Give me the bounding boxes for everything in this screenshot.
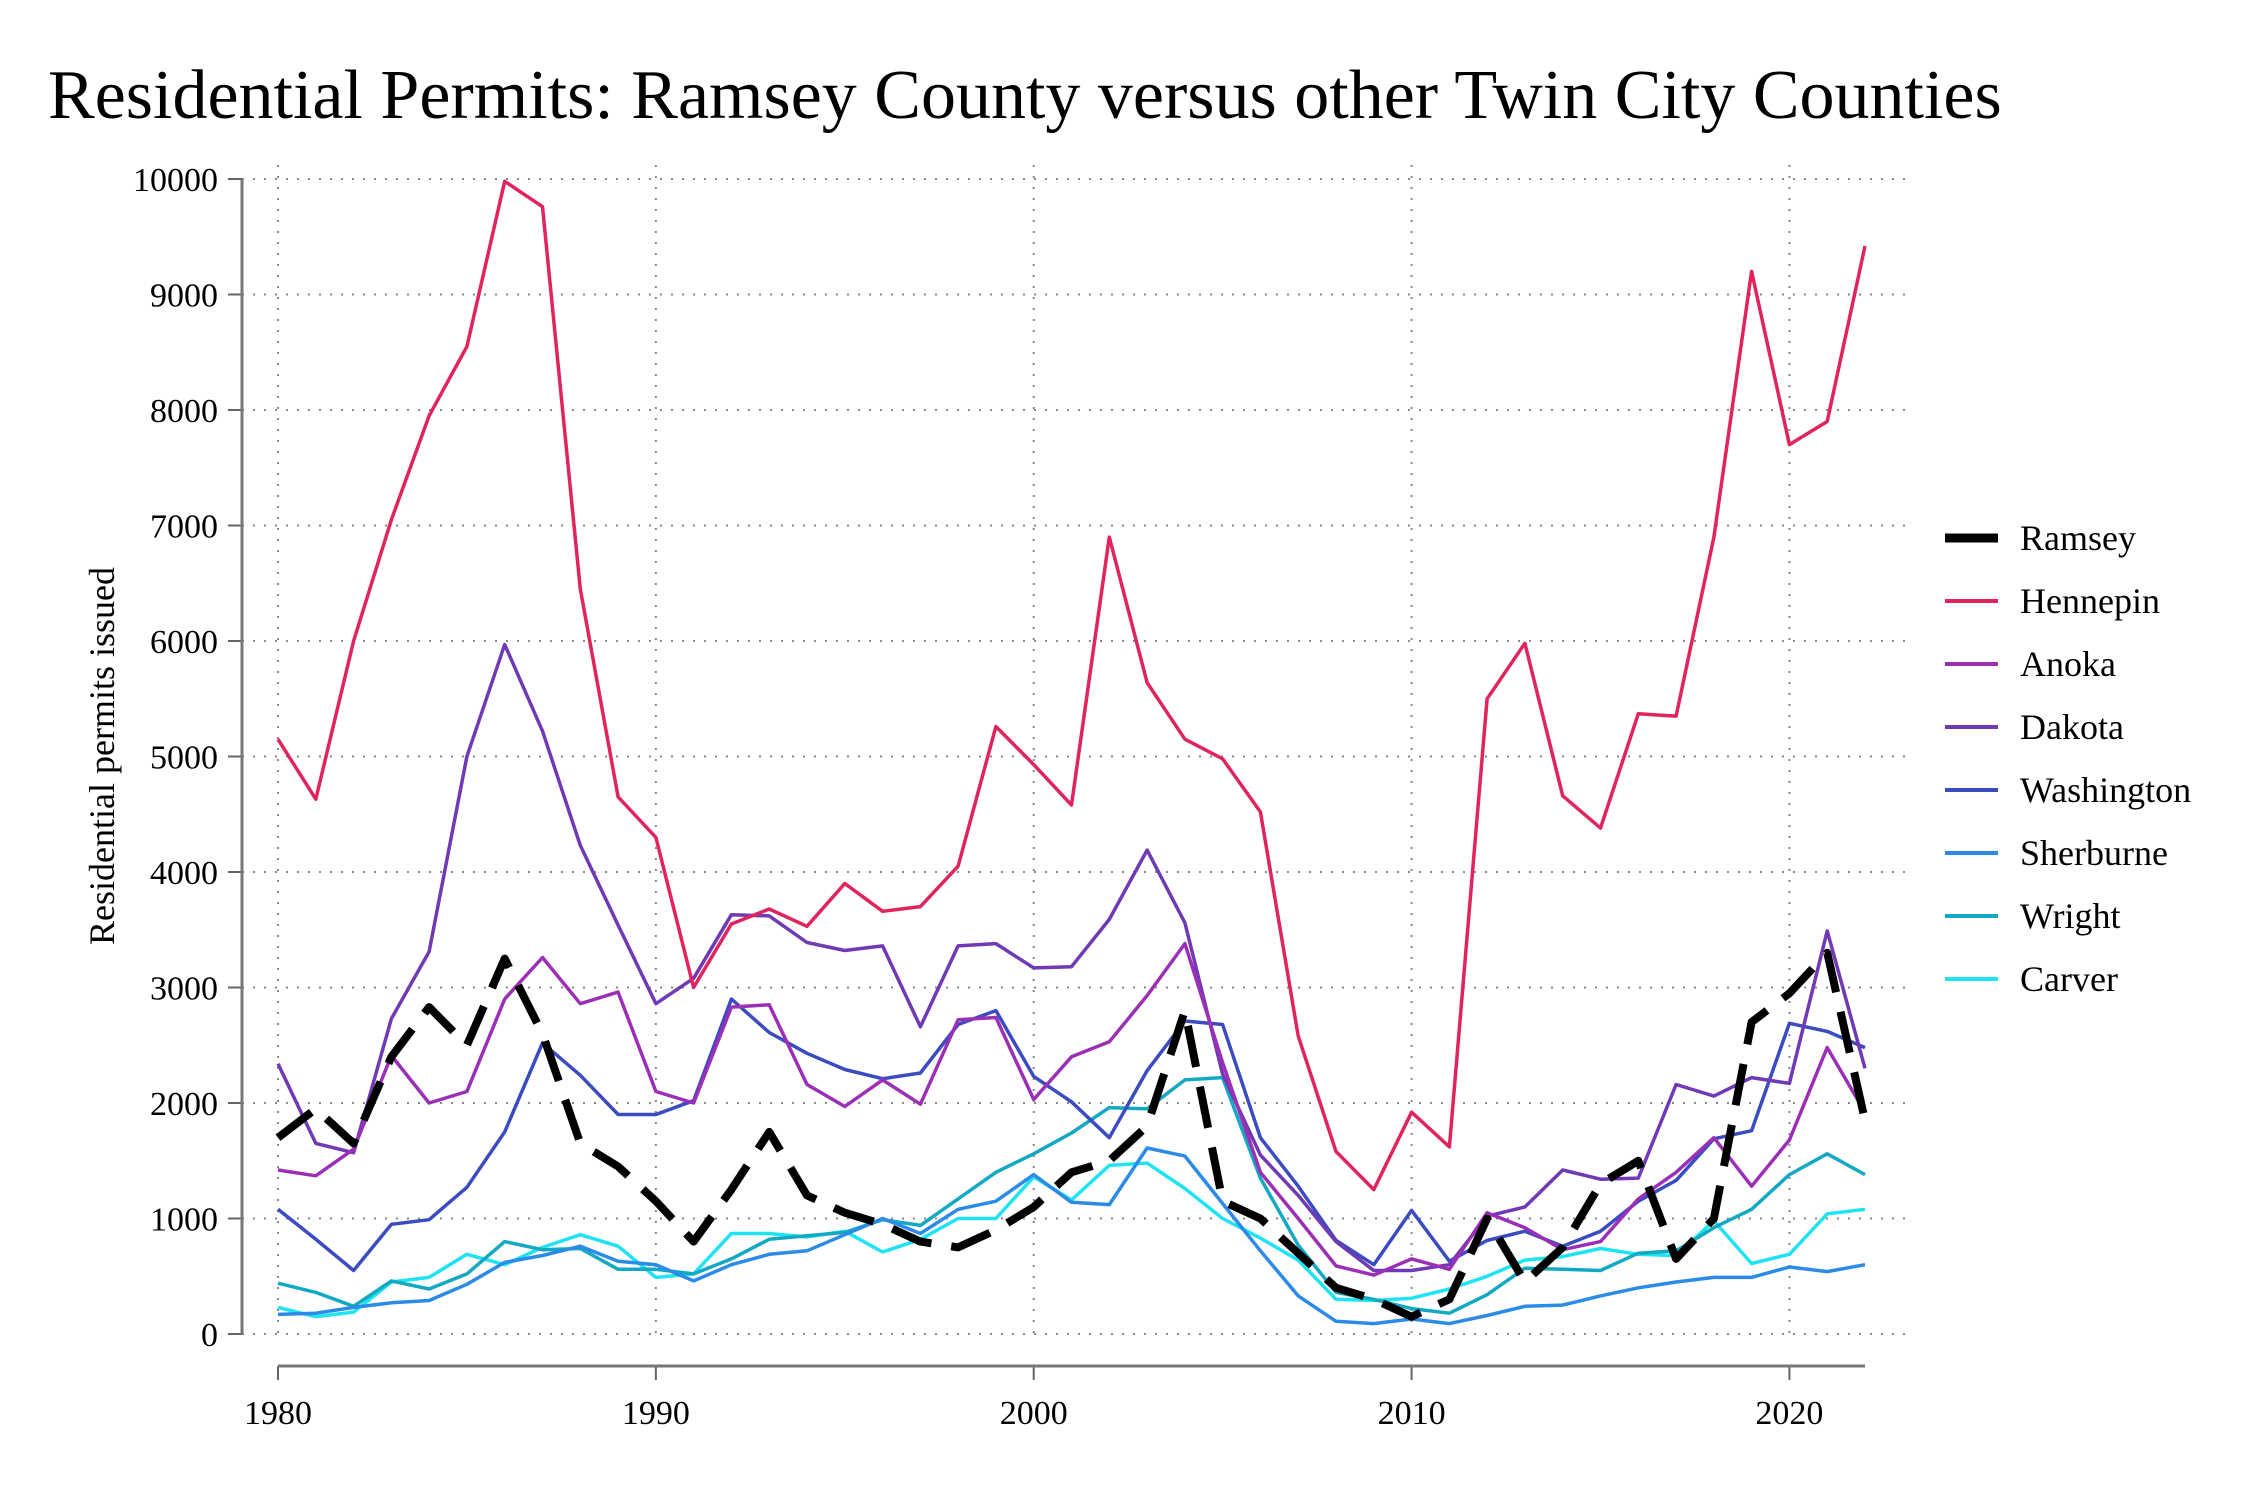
grid bbox=[242, 165, 1905, 1335]
y-tick-label: 5000 bbox=[150, 740, 218, 777]
x-tick-label: 1980 bbox=[244, 1395, 312, 1432]
y-tick-label: 1000 bbox=[150, 1202, 218, 1239]
legend-label-dakota: Dakota bbox=[2020, 707, 2124, 747]
y-tick-label: 6000 bbox=[150, 624, 218, 661]
series-line-sherburne bbox=[277, 1146, 1866, 1326]
x-tick-label: 2000 bbox=[1000, 1395, 1068, 1432]
legend: Ramsey Hennepin Anoka Dakota Washington Sherb… bbox=[1945, 518, 2191, 999]
chart-title: Residential Permits: Ramsey County versu… bbox=[48, 57, 2002, 134]
y-tick-label: 8000 bbox=[150, 393, 218, 430]
y-tick-label: 4000 bbox=[150, 855, 218, 892]
y-tick-label: 0 bbox=[201, 1317, 218, 1354]
x-tick-label: 2020 bbox=[1755, 1395, 1823, 1432]
legend-label-hennepin: Hennepin bbox=[2020, 581, 2160, 621]
y-tick-label: 9000 bbox=[150, 278, 218, 315]
y-tick-label: 7000 bbox=[150, 509, 218, 546]
series-line-wright bbox=[277, 1075, 1866, 1315]
legend-label-sherburne: Sherburne bbox=[2020, 833, 2168, 873]
y-axis-label: Residential permits issued bbox=[82, 567, 122, 945]
x-tick-label: 2010 bbox=[1378, 1395, 1446, 1432]
axes: 0 1000 2000 3000 4000 5000 6000 7000 8000 9000 100… bbox=[133, 162, 1865, 1432]
series-line-ramsey bbox=[275, 948, 1869, 1321]
y-tick-label: 10000 bbox=[133, 162, 218, 199]
legend-label-anoka: Anoka bbox=[2020, 644, 2116, 684]
legend-label-carver: Carver bbox=[2020, 959, 2118, 999]
legend-label-wright: Wright bbox=[2020, 896, 2121, 936]
series-layer bbox=[275, 179, 1869, 1326]
legend-label-ramsey: Ramsey bbox=[2020, 518, 2136, 558]
y-tick-label: 3000 bbox=[150, 971, 218, 1008]
y-tick-label: 2000 bbox=[150, 1086, 218, 1123]
series-line-hennepin bbox=[276, 179, 1867, 1192]
series-line-dakota bbox=[276, 642, 1867, 1273]
legend-label-washington: Washington bbox=[2020, 770, 2191, 810]
x-tick-label: 1990 bbox=[622, 1395, 690, 1432]
series-line-anoka bbox=[277, 941, 1867, 1277]
series-line-carver bbox=[277, 1161, 1866, 1319]
